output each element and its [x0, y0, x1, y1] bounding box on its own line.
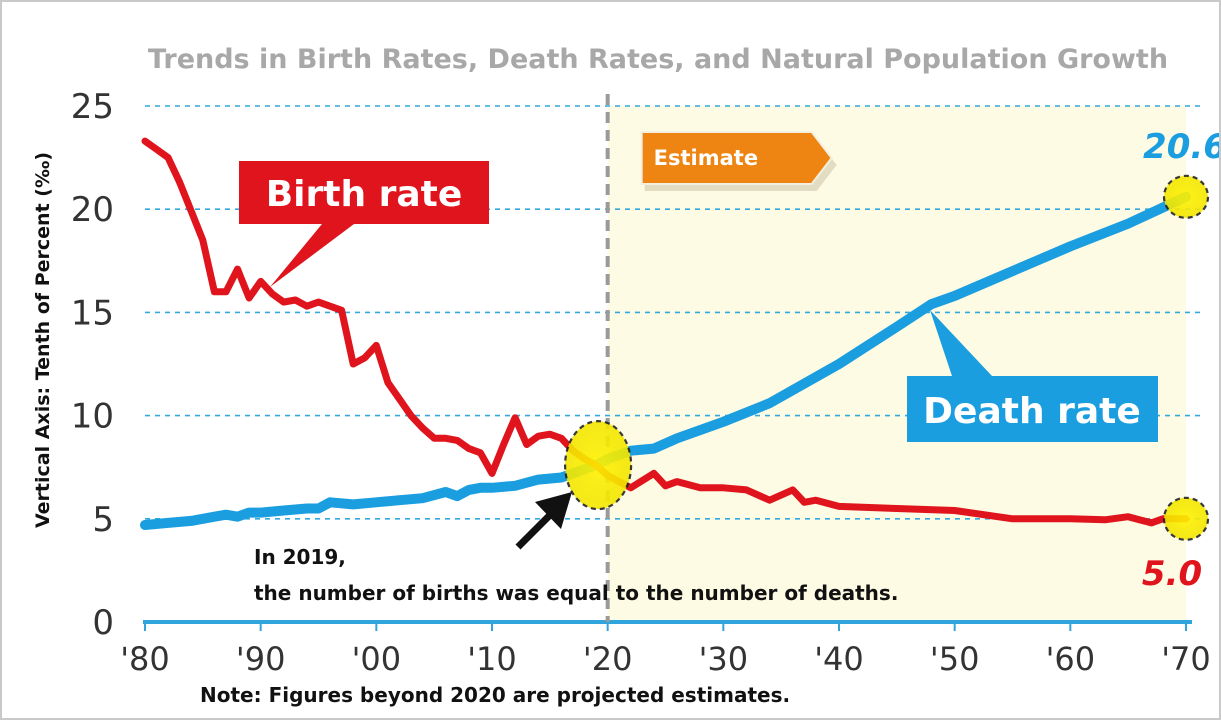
footnote: Note: Figures beyond 2020 are projected …: [200, 683, 790, 707]
y-tick-label-15: 15: [71, 293, 114, 333]
y-tick-label-5: 5: [92, 500, 114, 540]
death-rate-line: [140, 191, 1191, 530]
annotation-line-2: the number of births was equal to the nu…: [254, 581, 898, 605]
x-tick-label-2050: '50: [930, 640, 980, 678]
birth-label-pointer: [270, 224, 354, 287]
x-tick-label-2010: '10: [467, 640, 517, 678]
x-tick-label-2030: '30: [699, 640, 749, 678]
x-tick-label-1980: '80: [120, 640, 170, 678]
crossover-marker: [563, 420, 633, 511]
y-tick-label-25: 25: [71, 87, 114, 127]
y-axis-label: Vertical Axis: Tenth of Percent (‰): [32, 152, 54, 528]
estimate-label: Estimate: [654, 146, 758, 170]
annotation-arrow-shaft: [515, 512, 553, 550]
birth-rate-end-value: 5.0: [1142, 554, 1202, 594]
x-tick-label-2070: '70: [1161, 640, 1211, 678]
estimate-badge: Estimate: [640, 131, 837, 191]
x-tick-label-1990: '90: [236, 640, 286, 678]
y-tick-label-20: 20: [71, 190, 114, 230]
death-rate-end-value: 20.6: [1143, 127, 1219, 167]
estimate-region: [607, 106, 1186, 622]
chart-title: Trends in Birth Rates, Death Rates, and …: [148, 44, 1168, 75]
birth-label-box: [239, 161, 489, 224]
x-tick-label-2020: '20: [583, 640, 633, 678]
death-end-marker: [1162, 174, 1210, 219]
death-label-pointer: [930, 310, 992, 376]
estimate-badge-shape: [640, 131, 833, 185]
birth-rate-label: Birth rate: [266, 174, 463, 215]
x-tick-label-2060: '60: [1046, 640, 1096, 678]
annotation-arrow-head: [535, 492, 572, 529]
birth-rate-line: [141, 137, 1190, 527]
death-label-box: [907, 376, 1158, 442]
x-tick-label-2040: '40: [814, 640, 864, 678]
y-tick-label-10: 10: [71, 397, 114, 437]
x-tick-label-2000: '00: [352, 640, 402, 678]
y-tick-label-0: 0: [92, 603, 114, 643]
death-rate-label: Death rate: [923, 391, 1141, 432]
annotation-line-1: In 2019,: [254, 545, 346, 569]
birth-end-marker: [1162, 496, 1210, 541]
